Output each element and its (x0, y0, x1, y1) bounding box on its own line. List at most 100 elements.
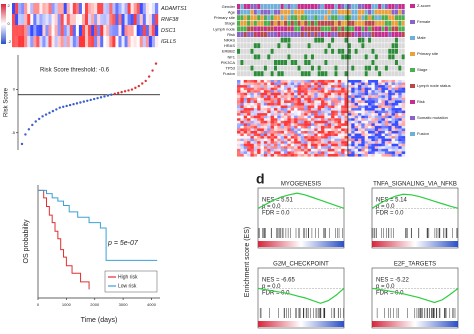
annotation-cell (327, 65, 331, 71)
heatmap-cell (317, 153, 322, 157)
heatmap-cell (243, 141, 248, 144)
annotation-cell (260, 48, 264, 54)
heatmap-cell (151, 36, 156, 48)
heatmap-cell (260, 82, 265, 86)
heatmap-cell (290, 115, 295, 119)
heatmap-cell (297, 100, 302, 104)
annotation-cell (398, 71, 402, 77)
annotation-cell (317, 65, 321, 71)
heatmap-cell (310, 133, 315, 137)
annotation-cell (341, 37, 345, 43)
heatmap-cell (243, 131, 248, 134)
annotation-cell (270, 32, 274, 37)
heatmap-cell (351, 148, 355, 152)
annotation-cell (270, 60, 274, 65)
annotation-cell (374, 37, 378, 43)
annotation-cell (273, 15, 278, 21)
annotation-cell (324, 48, 328, 54)
heatmap-cell (354, 128, 359, 132)
heatmap-cell (374, 108, 379, 111)
heatmap-cell (334, 100, 338, 104)
annotation-cell (307, 26, 311, 32)
heatmap-cell (381, 113, 386, 116)
annotation-cell (347, 65, 351, 71)
heatmap-cell (270, 123, 275, 126)
annotation: Risk Score threshold: -0.6 (40, 68, 110, 74)
annotation-cell (284, 32, 288, 37)
heatmap-cell (374, 110, 379, 114)
heatmap-cell (321, 133, 325, 137)
heatmap-cell (277, 138, 281, 142)
annotation-cell (331, 20, 335, 26)
heatmap-cell (297, 123, 302, 126)
heatmap-cell (324, 90, 328, 93)
annotation-cell (374, 65, 378, 71)
heatmap-cell (347, 90, 352, 93)
heatmap-cell (253, 115, 258, 119)
annotation-cell (361, 37, 365, 43)
heatmap-cell (361, 136, 365, 139)
heatmap-cell (307, 146, 312, 149)
heatmap-cell (250, 153, 254, 157)
annotation-cell (273, 32, 278, 37)
heatmap-cell (257, 143, 261, 147)
heatmap-cell (381, 148, 386, 152)
annotation-cell (374, 71, 378, 77)
annotation-cell (257, 9, 261, 15)
heatmap-cell (331, 141, 335, 144)
heatmap-cell (21, 36, 25, 48)
heatmap-cell (297, 90, 302, 93)
heatmap-cell (277, 143, 281, 147)
heatmap-cell (351, 100, 355, 104)
heatmap-cell (300, 128, 305, 132)
heatmap-cell (284, 87, 288, 91)
annotation-cell (257, 48, 261, 54)
annotation-cell (270, 15, 274, 21)
risk-point (68, 103, 72, 107)
annotation-cell (287, 20, 291, 26)
heatmap-cell (94, 14, 98, 26)
annotation-cell (378, 15, 382, 21)
annotation-cell (247, 60, 251, 65)
annotation-cell (270, 48, 274, 54)
annotation-cell (401, 26, 405, 32)
heatmap-cell (368, 128, 372, 132)
annotation-cell (401, 48, 405, 54)
heatmap-cell (39, 3, 43, 15)
heatmap-cell (253, 102, 258, 106)
heatmap-cell (314, 131, 318, 134)
heatmap-cell (237, 151, 241, 155)
heatmap-cell (300, 102, 305, 106)
annotation-cell (284, 71, 288, 77)
heatmap-cell (253, 131, 258, 134)
gsea-title: G2M_CHECKPOINT (273, 262, 329, 268)
heatmap-cell (267, 148, 271, 152)
heatmap-cell (280, 146, 285, 149)
annotation-cell (374, 43, 378, 49)
x-tick-label: 4000 (147, 302, 157, 307)
annotation-cell (324, 15, 328, 21)
annotation-cell (324, 37, 328, 43)
annotation-cell (361, 48, 365, 54)
heatmap-cell (85, 25, 89, 37)
heatmap-cell (280, 92, 285, 96)
annotation-cell (344, 9, 348, 15)
heatmap-cell (97, 25, 101, 37)
heatmap-cell (300, 133, 305, 137)
heatmap-cell (260, 131, 265, 134)
heatmap-cell (351, 141, 355, 144)
heatmap-cell (290, 110, 295, 114)
heatmap-cell (364, 87, 369, 91)
annotation-cell (310, 43, 314, 49)
annotation-cell (381, 20, 385, 26)
annotation-cell (304, 48, 308, 54)
annotation-cell (334, 15, 338, 21)
heatmap-cell (294, 118, 298, 121)
heatmap-cell (324, 92, 328, 96)
heatmap-cell (314, 113, 318, 116)
annotation-cell (388, 4, 392, 9)
heatmap-cell (260, 87, 265, 91)
heatmap-cell (253, 108, 258, 111)
annotation-cell (277, 71, 281, 77)
heatmap-cell (273, 151, 278, 155)
